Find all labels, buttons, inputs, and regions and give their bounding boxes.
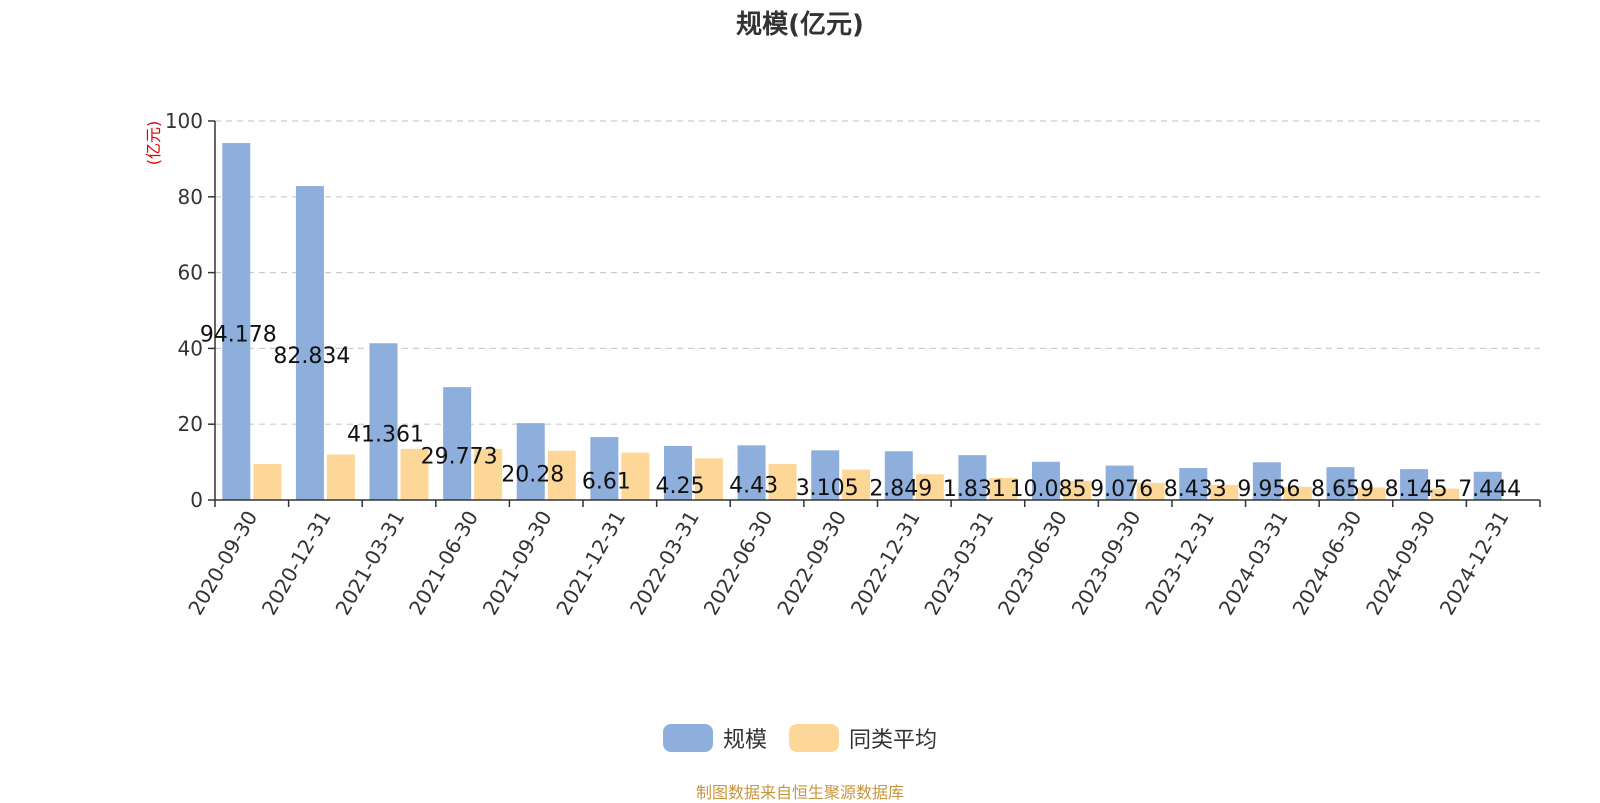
bar-peer-average bbox=[621, 452, 650, 500]
x-tick-label: 2024-06-30 bbox=[1287, 507, 1366, 620]
x-tick-label: 2024-09-30 bbox=[1361, 507, 1440, 620]
bar-scale bbox=[811, 450, 840, 500]
bar-value-label: 7.444 bbox=[1458, 477, 1521, 502]
legend-label-scale: 规模 bbox=[722, 728, 767, 753]
x-tick-label: 2020-12-31 bbox=[257, 507, 336, 620]
bar-peer-average bbox=[1357, 487, 1386, 500]
bar-value-label: 29.773 bbox=[421, 445, 498, 470]
bar-peer-average bbox=[1136, 482, 1165, 500]
bar-value-label: 9.956 bbox=[1237, 477, 1300, 502]
bar-scale bbox=[516, 423, 545, 500]
y-tick-label: 20 bbox=[178, 412, 203, 436]
bar-scale bbox=[1473, 471, 1502, 500]
bar-peer-average bbox=[1063, 481, 1092, 500]
bar-value-label: 9.076 bbox=[1090, 477, 1153, 502]
chart-title: 规模(亿元) bbox=[736, 10, 864, 40]
bar-value-label: 8.433 bbox=[1164, 477, 1227, 502]
x-tick-label: 2022-12-31 bbox=[846, 507, 925, 620]
bar-value-label: 82.834 bbox=[273, 344, 350, 369]
bar-peer-average bbox=[400, 448, 429, 500]
bar-scale bbox=[443, 387, 472, 500]
bar-value-label: 8.659 bbox=[1311, 477, 1374, 502]
bar-scale bbox=[369, 343, 398, 500]
bar-value-label: 20.28 bbox=[501, 463, 564, 488]
y-tick-label: 0 bbox=[190, 488, 203, 512]
bar-scale bbox=[1252, 462, 1281, 500]
bar-scale bbox=[1400, 469, 1429, 500]
bar-peer-average bbox=[1210, 484, 1239, 500]
x-tick-label: 2021-03-31 bbox=[330, 507, 409, 620]
x-tick-label: 2021-09-30 bbox=[478, 507, 557, 620]
bar-value-label: 3.105 bbox=[796, 476, 859, 501]
bar-value-label: 94.178 bbox=[200, 323, 277, 348]
bar-value-label: 4.43 bbox=[729, 474, 778, 499]
legend-label-peer-average: 同类平均 bbox=[849, 728, 938, 753]
legend: 规模 同类平均 bbox=[0, 722, 1600, 754]
bar-peer-average bbox=[694, 458, 723, 500]
bar-scale bbox=[590, 437, 619, 500]
legend-swatch-peer-average bbox=[789, 724, 839, 752]
bar-value-label: 6.61 bbox=[582, 470, 631, 495]
bar-peer-average bbox=[989, 478, 1018, 500]
bar-value-label: 1.831 bbox=[943, 477, 1006, 502]
y-tick-label: 80 bbox=[178, 185, 203, 209]
x-tick-label: 2024-12-31 bbox=[1435, 507, 1514, 620]
bars bbox=[222, 143, 1502, 501]
bar-value-label: 2.849 bbox=[869, 477, 932, 502]
bar-peer-average bbox=[915, 474, 944, 500]
bar-scale bbox=[663, 445, 692, 500]
bar-scale bbox=[884, 451, 913, 500]
bar-peer-average bbox=[1283, 486, 1312, 500]
x-tick-label: 2023-03-31 bbox=[919, 507, 998, 620]
grid-lines bbox=[215, 120, 1540, 425]
bar-value-label: 8.145 bbox=[1385, 477, 1448, 502]
data-source-note: 制图数据来自恒生聚源数据库 bbox=[695, 783, 904, 802]
bar-scale bbox=[1326, 467, 1355, 500]
bar-scale bbox=[1105, 465, 1134, 500]
legend-item-scale[interactable]: 规模 bbox=[662, 722, 767, 754]
x-tick-label: 2024-03-31 bbox=[1214, 507, 1293, 620]
bar-peer-average bbox=[253, 463, 282, 500]
bar-peer-average bbox=[474, 448, 503, 500]
y-axis-label: (亿元) bbox=[144, 121, 163, 166]
x-tick-label: 2021-06-30 bbox=[404, 507, 483, 620]
bar-scale bbox=[737, 445, 766, 500]
bar-peer-average bbox=[547, 450, 576, 500]
bar-peer-average bbox=[768, 463, 797, 500]
y-tick-label: 100 bbox=[165, 109, 203, 133]
x-tick-label: 2022-03-31 bbox=[625, 507, 704, 620]
y-tick-label: 60 bbox=[178, 261, 203, 285]
bar-scale bbox=[958, 455, 987, 500]
bar-scale bbox=[295, 186, 324, 500]
bar-value-label: 10.085 bbox=[1010, 477, 1087, 502]
bar-scale bbox=[1032, 461, 1061, 500]
bar-scale bbox=[222, 143, 251, 501]
legend-swatch-scale bbox=[662, 724, 713, 752]
bar-scale bbox=[1179, 468, 1208, 500]
x-tick-label: 2022-06-30 bbox=[699, 507, 778, 620]
bar-peer-average bbox=[1431, 488, 1460, 500]
bar-peer-average bbox=[326, 454, 355, 500]
x-tick-label: 2023-12-31 bbox=[1140, 507, 1219, 620]
x-tick-label: 2023-06-30 bbox=[993, 507, 1072, 620]
legend-item-peer-average[interactable]: 同类平均 bbox=[789, 722, 937, 754]
bar-value-label: 4.25 bbox=[655, 474, 704, 499]
x-tick-label: 2020-09-30 bbox=[183, 507, 262, 620]
y-tick-label: 40 bbox=[178, 336, 203, 360]
bar-value-label: 41.361 bbox=[347, 423, 424, 448]
x-tick-label: 2022-09-30 bbox=[772, 507, 851, 620]
x-tick-label: 2021-12-31 bbox=[551, 507, 630, 620]
x-tick-label: 2023-09-30 bbox=[1067, 507, 1146, 620]
bar-peer-average bbox=[842, 469, 871, 500]
